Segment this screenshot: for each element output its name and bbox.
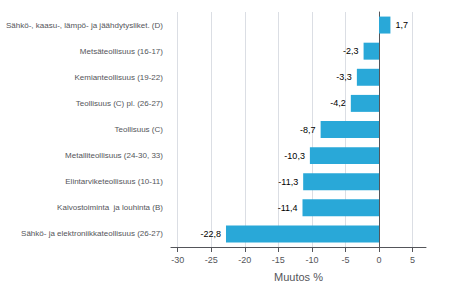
svg-text:-22,8: -22,8 bbox=[200, 229, 221, 239]
svg-text:Kaivostoiminta ja louhinta (B: Kaivostoiminta ja louhinta (B) bbox=[57, 203, 163, 212]
svg-text:Metsäteollisuus (16-17): Metsäteollisuus (16-17) bbox=[80, 47, 163, 56]
svg-text:Muutos %: Muutos % bbox=[274, 271, 323, 283]
svg-text:Teollisuus (C): Teollisuus (C) bbox=[114, 125, 163, 134]
svg-text:-10,3: -10,3 bbox=[284, 151, 305, 161]
svg-text:-4,2: -4,2 bbox=[330, 98, 346, 108]
svg-text:-30: -30 bbox=[171, 255, 184, 265]
svg-text:-8,7: -8,7 bbox=[300, 125, 316, 135]
svg-text:Sähkö- ja elektroniikkateollis: Sähkö- ja elektroniikkateollisuus (26-27… bbox=[21, 229, 163, 238]
svg-text:Kemianteollisuus (19-22): Kemianteollisuus (19-22) bbox=[74, 73, 163, 82]
svg-text:-15: -15 bbox=[272, 255, 285, 265]
svg-text:0: 0 bbox=[377, 255, 382, 265]
svg-text:-20: -20 bbox=[238, 255, 251, 265]
svg-text:1,7: 1,7 bbox=[395, 20, 408, 30]
svg-text:Elintarviketeollisuus (10-11): Elintarviketeollisuus (10-11) bbox=[65, 177, 163, 186]
svg-text:5: 5 bbox=[410, 255, 415, 265]
svg-text:-3,3: -3,3 bbox=[336, 72, 352, 82]
svg-text:-11,3: -11,3 bbox=[278, 177, 298, 187]
svg-text:Sähkö-, kaasu-, lämpö- ja jääh: Sähkö-, kaasu-, lämpö- ja jäähdytysliket… bbox=[6, 21, 163, 30]
svg-text:-2,3: -2,3 bbox=[343, 46, 359, 56]
svg-text:-10: -10 bbox=[305, 255, 318, 265]
svg-text:-25: -25 bbox=[205, 255, 218, 265]
svg-text:-11,4: -11,4 bbox=[278, 203, 298, 213]
svg-text:Teollisuus (C) pl. (26-27): Teollisuus (C) pl. (26-27) bbox=[76, 99, 163, 108]
svg-text:-5: -5 bbox=[341, 255, 349, 265]
svg-text:Metalliteollisuus (24-30, 33): Metalliteollisuus (24-30, 33) bbox=[65, 151, 163, 160]
